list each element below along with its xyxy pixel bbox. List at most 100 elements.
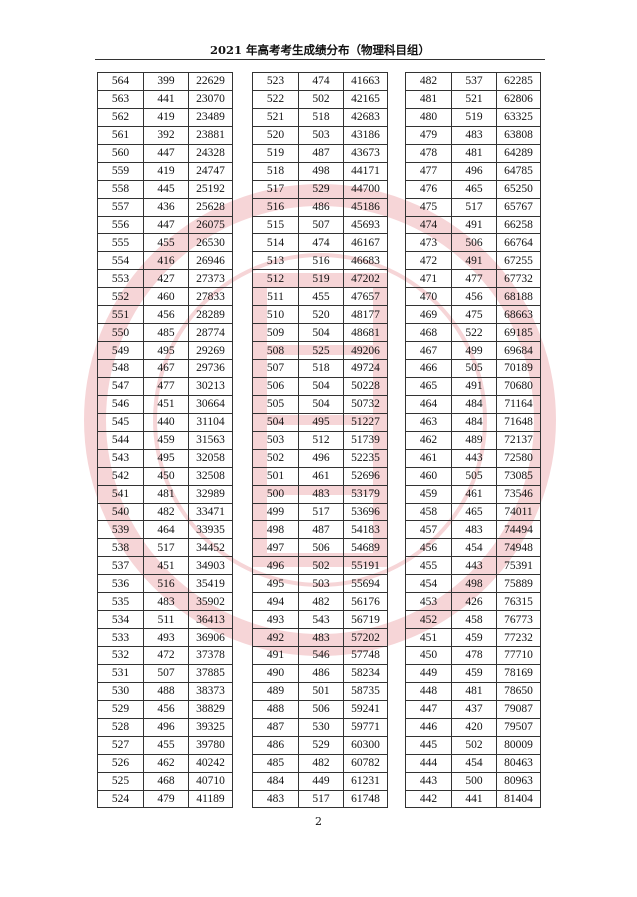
score-cell: 460 [405, 466, 452, 486]
count-cell: 441 [143, 89, 189, 109]
score-cell: 532 [97, 646, 144, 665]
table-row: 507 518 49724 [252, 359, 388, 378]
score-cell: 446 [405, 717, 452, 737]
count-cell: 504 [298, 376, 344, 396]
table-row: 527 455 39780 [97, 735, 233, 755]
count-cell: 484 [451, 394, 497, 414]
score-cell: 551 [97, 305, 144, 325]
score-cell: 557 [97, 197, 144, 217]
score-cell: 564 [97, 72, 144, 91]
table-row: 549 495 29269 [97, 341, 233, 360]
count-cell: 461 [298, 466, 344, 486]
count-cell: 451 [143, 394, 189, 414]
cumulative-cell: 34903 [188, 556, 233, 576]
table-row: 443 500 80963 [405, 771, 541, 791]
count-cell: 516 [143, 574, 189, 594]
score-cell: 492 [252, 628, 299, 647]
cumulative-cell: 23881 [188, 125, 233, 145]
cumulative-cell: 78169 [496, 663, 541, 683]
count-cell: 483 [298, 628, 344, 647]
score-cell: 503 [252, 430, 299, 450]
cumulative-cell: 48681 [343, 323, 388, 343]
table-row: 545 440 31104 [97, 412, 233, 432]
cumulative-cell: 38373 [188, 681, 233, 701]
score-table-2: 523 474 41663 522 502 42165 521 518 42683 520 503 4… [252, 72, 388, 809]
cumulative-cell: 26530 [188, 233, 233, 253]
score-cell: 496 [252, 556, 299, 576]
count-cell: 506 [451, 233, 497, 253]
table-row: 445 502 80009 [405, 735, 541, 755]
table-row: 541 481 32989 [97, 484, 233, 504]
table-row: 501 461 52696 [252, 466, 388, 486]
count-cell: 460 [143, 287, 189, 307]
count-cell: 454 [451, 753, 497, 773]
score-cell: 470 [405, 287, 452, 307]
score-cell: 489 [252, 681, 299, 701]
score-cell: 457 [405, 520, 452, 540]
table-row: 558 445 25192 [97, 179, 233, 199]
table-row: 490 486 58234 [252, 663, 388, 683]
score-cell: 450 [405, 646, 452, 665]
cumulative-cell: 48177 [343, 305, 388, 325]
count-cell: 500 [451, 771, 497, 791]
count-cell: 516 [298, 251, 344, 271]
table-row: 464 484 71164 [405, 394, 541, 414]
table-row: 503 512 51739 [252, 430, 388, 450]
count-cell: 517 [451, 197, 497, 217]
count-cell: 456 [451, 287, 497, 307]
score-cell: 488 [252, 699, 299, 719]
score-cell: 525 [97, 771, 144, 791]
table-row: 484 449 61231 [252, 771, 388, 791]
table-row: 529 456 38829 [97, 699, 233, 719]
cumulative-cell: 72580 [496, 448, 541, 468]
count-cell: 419 [143, 161, 189, 181]
cumulative-cell: 45186 [343, 197, 388, 217]
score-cell: 443 [405, 771, 452, 791]
count-cell: 518 [298, 359, 344, 378]
cumulative-cell: 65767 [496, 197, 541, 217]
table-row: 496 502 55191 [252, 556, 388, 576]
count-cell: 474 [298, 72, 344, 91]
cumulative-cell: 80463 [496, 753, 541, 773]
cumulative-cell: 74011 [496, 502, 541, 522]
table-row: 514 474 46167 [252, 233, 388, 253]
table-row: 476 465 65250 [405, 179, 541, 199]
count-cell: 519 [451, 107, 497, 127]
count-cell: 503 [298, 125, 344, 145]
table-row: 513 516 46683 [252, 251, 388, 271]
score-cell: 527 [97, 735, 144, 755]
cumulative-cell: 38829 [188, 699, 233, 719]
score-cell: 486 [252, 735, 299, 755]
table-row: 455 443 75391 [405, 556, 541, 576]
score-cell: 526 [97, 753, 144, 773]
count-cell: 441 [451, 789, 497, 809]
cumulative-cell: 23489 [188, 107, 233, 127]
count-cell: 477 [451, 269, 497, 289]
count-cell: 537 [451, 72, 497, 91]
table-row: 492 483 57202 [252, 628, 388, 647]
count-cell: 467 [143, 359, 189, 378]
score-cell: 452 [405, 610, 452, 630]
count-cell: 456 [143, 305, 189, 325]
cumulative-cell: 75889 [496, 574, 541, 594]
cumulative-cell: 33471 [188, 502, 233, 522]
count-cell: 506 [298, 538, 344, 558]
cumulative-cell: 62285 [496, 72, 541, 91]
cumulative-cell: 42165 [343, 89, 388, 109]
table-row: 473 506 66764 [405, 233, 541, 253]
table-row: 560 447 24328 [97, 143, 233, 163]
score-cell: 477 [405, 161, 452, 181]
cumulative-cell: 81404 [496, 789, 541, 809]
score-cell: 520 [252, 125, 299, 145]
table-row: 471 477 67732 [405, 269, 541, 289]
count-cell: 525 [298, 341, 344, 360]
score-cell: 533 [97, 628, 144, 647]
table-row: 442 441 81404 [405, 789, 541, 809]
score-cell: 500 [252, 484, 299, 504]
count-cell: 450 [143, 466, 189, 486]
cumulative-cell: 57748 [343, 646, 388, 665]
table-row: 548 467 29736 [97, 359, 233, 378]
count-cell: 484 [451, 412, 497, 432]
cumulative-cell: 47202 [343, 269, 388, 289]
table-row: 536 516 35419 [97, 574, 233, 594]
